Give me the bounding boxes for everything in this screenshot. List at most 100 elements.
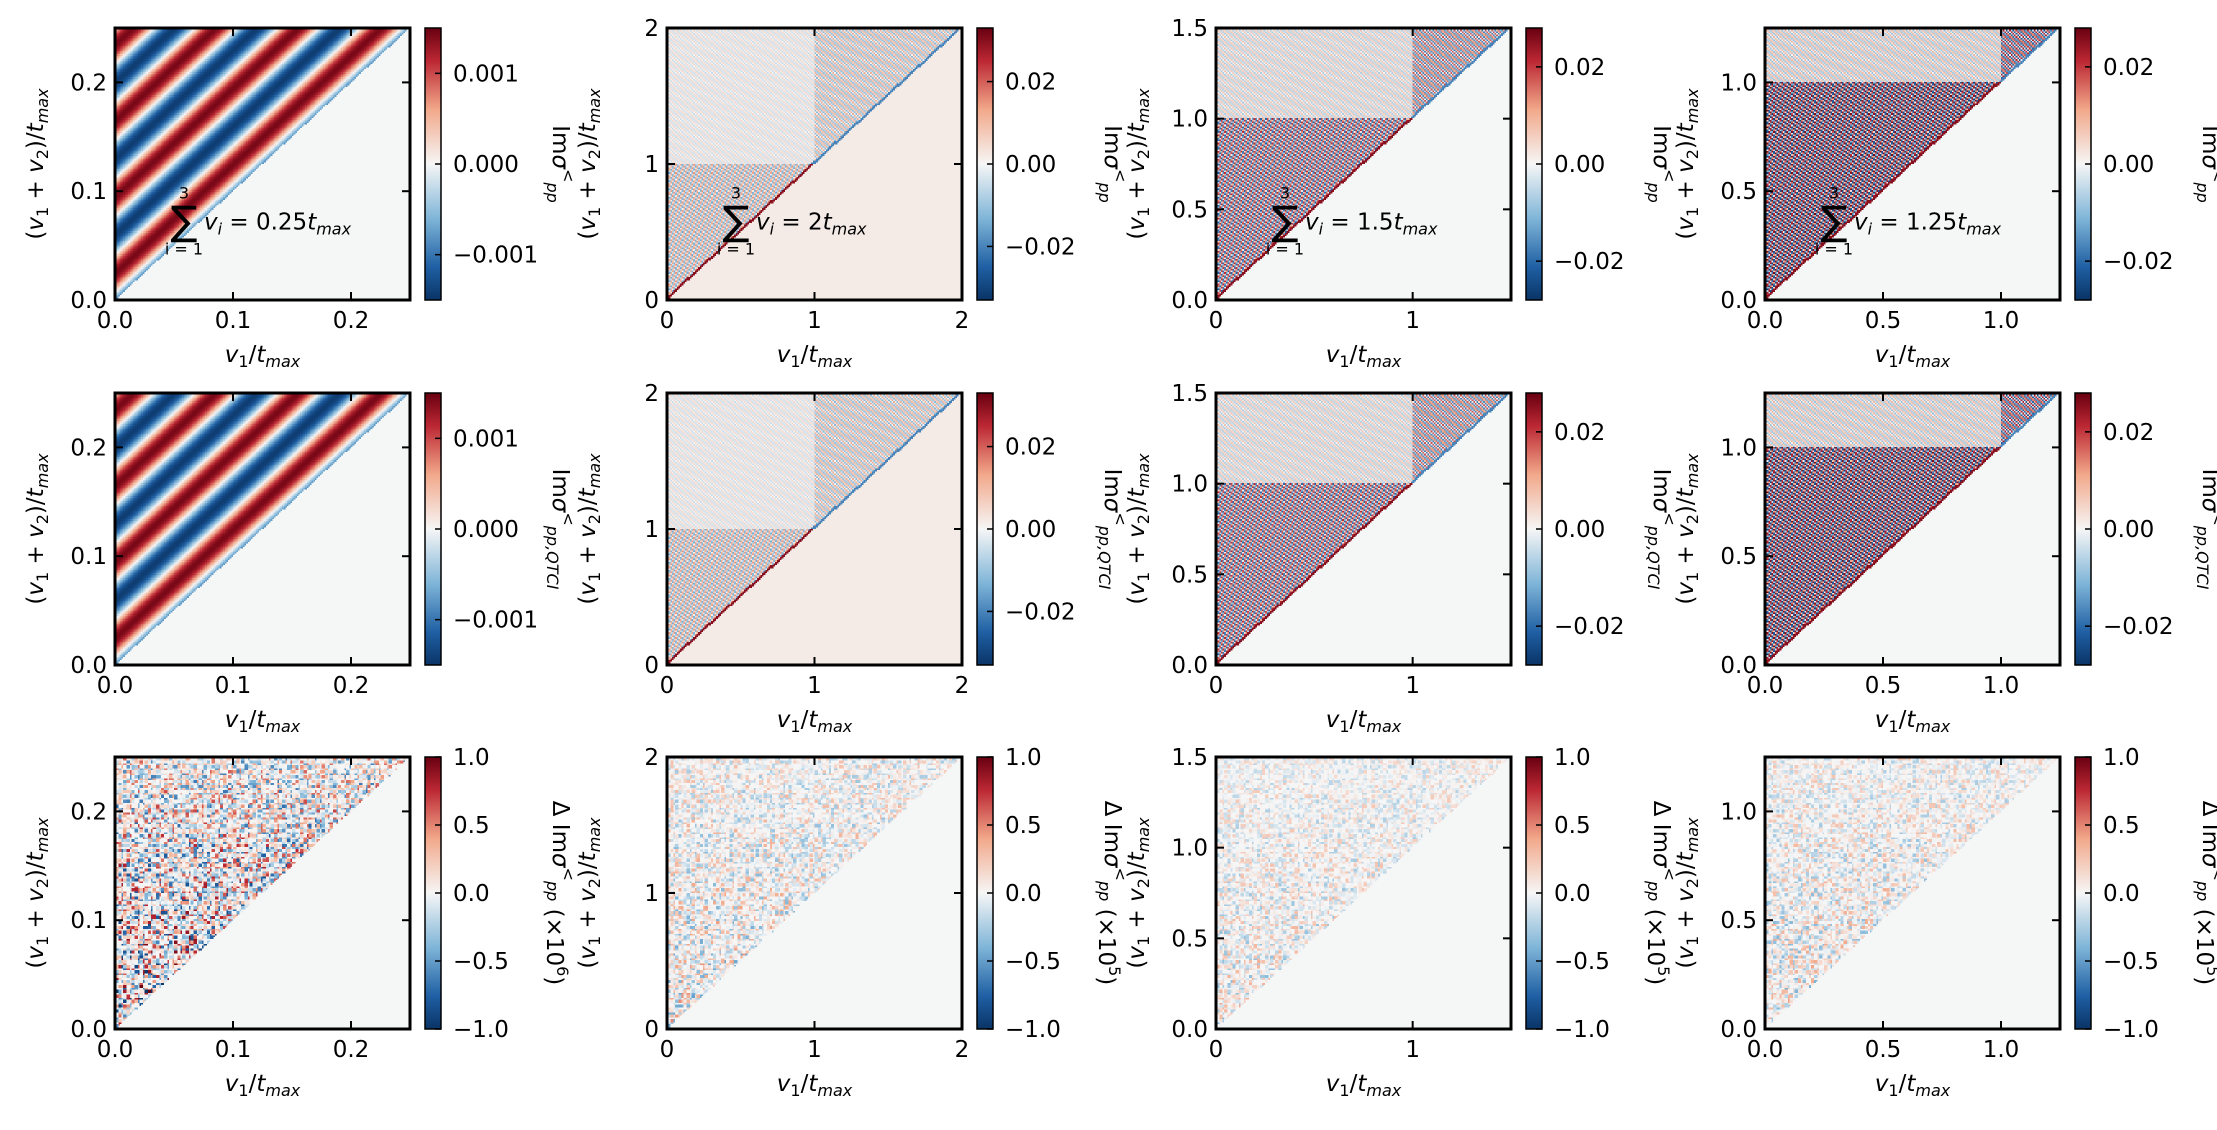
y-tick-label: 1.5 xyxy=(1171,745,1208,771)
colorbar-tick-label: −1.0 xyxy=(453,1017,509,1043)
x-tick-label: 0.5 xyxy=(1865,673,1902,699)
sum-expression: vi = 1.5tmax xyxy=(1305,210,1438,239)
heatmap-image xyxy=(1216,28,1511,300)
y-tick-label: 0.5 xyxy=(1720,179,1757,205)
panel-1-1: 0 1 2 0 1 2 v1/tmax (v1 + v2)/tmax −0.02 0.00 0.02… xyxy=(575,381,1130,736)
colorbar-label: Imσ<pp xyxy=(2193,125,2217,203)
colorbar-label: Imσ<pp xyxy=(543,125,578,203)
y-tick-label: 0.0 xyxy=(70,288,107,314)
colorbar-tick-label: −0.5 xyxy=(453,949,509,975)
y-tick-label: 1 xyxy=(644,881,659,907)
colorbar: −0.001 0.000 0.001 Imσ<pp,QTCI xyxy=(424,392,578,666)
y-tick-label: 2 xyxy=(644,745,659,771)
colorbar-tick-label: 0.02 xyxy=(1554,55,1605,81)
sum-lower-limit: i = 1 xyxy=(717,240,755,259)
y-axis-label: (v1 + v2)/tmax xyxy=(23,88,52,240)
colorbar-tick-label: −0.001 xyxy=(453,243,538,269)
x-axis-label: v1/tmax xyxy=(777,1071,853,1100)
colorbar-tick-label: −0.5 xyxy=(2103,949,2159,975)
colorbar-tick-label: 1.0 xyxy=(2103,745,2140,771)
y-tick-label: 1.0 xyxy=(1720,70,1757,96)
x-tick-label: 1 xyxy=(1405,1037,1420,1063)
colorbar-tick-label: 1.0 xyxy=(453,745,490,771)
heatmap-canvas xyxy=(1216,393,1511,665)
y-tick-label: 1.0 xyxy=(1171,107,1208,133)
colorbar: −1.0−0.50.00.51.0Δ Imσ<pp (×105) xyxy=(976,745,1130,1043)
colorbar-tick-label: 0.02 xyxy=(1005,435,1056,461)
x-tick-label: 0.0 xyxy=(1747,673,1784,699)
axes-frame xyxy=(113,391,412,667)
colorbar-label: Δ Imσ<pp (×106) xyxy=(541,801,578,986)
colorbar-tick-label: 0.02 xyxy=(2103,420,2154,446)
y-tick-label: 0.0 xyxy=(1171,653,1208,679)
axes-frame xyxy=(1763,755,2062,1031)
y-axis-label: (v1 + v2)/tmax xyxy=(23,817,52,969)
heatmap-canvas xyxy=(115,393,410,665)
sum-expression: vi = 0.25tmax xyxy=(204,210,352,239)
axes-frame xyxy=(1214,755,1513,1031)
colorbar-tick-label: 0.5 xyxy=(1554,813,1591,839)
x-axis-label: v1/tmax xyxy=(777,342,853,371)
y-tick-label: 0.0 xyxy=(1720,288,1757,314)
y-tick-label: 0.1 xyxy=(70,179,107,205)
x-tick-label: 0.5 xyxy=(1865,308,1902,334)
heatmap-image xyxy=(115,757,410,1029)
panel-2-2: 0 1 0.0 0.5 1.0 1.5 v1/tmax (v1 + v2)/tmax −1.0 −… xyxy=(1124,745,1679,1100)
x-tick-label: 1 xyxy=(807,1037,822,1063)
panel-2-3: 0.0 0.5 1.0 0.0 0.5 1.0 v1/tmax (v1 + v2)/tmax −… xyxy=(1673,745,2217,1100)
heatmap-image xyxy=(667,28,962,300)
heatmap-canvas xyxy=(1216,757,1511,1029)
y-tick-label: 0.2 xyxy=(70,70,107,96)
x-tick-label: 1 xyxy=(807,308,822,334)
x-axis-label: v1/tmax xyxy=(225,1071,301,1100)
colorbar: −1.0 −0.5 0.0 0.5 1.0 Δ Imσ<pp (×106) xyxy=(424,745,578,1043)
sum-upper-limit: 3 xyxy=(179,184,189,203)
x-tick-label: 1.0 xyxy=(1983,673,2020,699)
heatmap-canvas xyxy=(1765,757,2060,1029)
y-tick-label: 0.5 xyxy=(1171,926,1208,952)
y-axis-label: (v1 + v2)/tmax xyxy=(575,88,604,240)
colorbar-tick-label: 0.00 xyxy=(2103,152,2154,178)
y-tick-label: 0.0 xyxy=(70,653,107,679)
y-tick-label: 1.0 xyxy=(1171,472,1208,498)
sum-expression: vi = 2tmax xyxy=(756,210,867,239)
panel-0-2: 0 1 0.0 0.5 1.0 1.5 v1/tmax (v1 + v2)/tmax 3∑i =… xyxy=(1124,16,1679,371)
y-tick-label: 0.0 xyxy=(1171,288,1208,314)
colorbar-tick-label: 0.00 xyxy=(2103,517,2154,543)
axes-frame xyxy=(1214,26,1513,302)
colorbar-tick-label: 0.0 xyxy=(453,881,490,907)
x-tick-label: 0.2 xyxy=(333,308,370,334)
heatmap-image xyxy=(115,393,410,665)
x-tick-label: 0 xyxy=(1209,673,1224,699)
x-tick-label: 2 xyxy=(955,673,970,699)
colorbar-tick-label: 0.0 xyxy=(2103,881,2140,907)
y-tick-label: 0.5 xyxy=(1171,562,1208,588)
colorbar-tick-label: 0.00 xyxy=(1554,517,1605,543)
y-axis-label: (v1 + v2)/tmax xyxy=(1124,817,1153,969)
heatmap-canvas xyxy=(667,757,962,1029)
sum-symbol: ∑ xyxy=(171,199,198,245)
panel-0-1: 0 1 2 0 1 2 v1/tmax (v1 + v2)/tmax 3∑i = 1vi = 2… xyxy=(575,16,1130,371)
sum-symbol: ∑ xyxy=(1272,199,1299,245)
colorbar: −0.02 0.00 0.02 Imσ<pp xyxy=(1525,27,1679,301)
colorbar-tick-label: 0.5 xyxy=(2103,813,2140,839)
x-tick-label: 0.1 xyxy=(215,308,252,334)
y-tick-label: 0.1 xyxy=(70,544,107,570)
y-tick-label: 1 xyxy=(644,152,659,178)
colorbar-tick-label: −0.02 xyxy=(2103,614,2173,640)
colorbar-tick-label: 0.5 xyxy=(1005,813,1042,839)
sum-lower-limit: i = 1 xyxy=(165,240,203,259)
y-axis-label: (v1 + v2)/tmax xyxy=(575,817,604,969)
x-tick-label: 0.1 xyxy=(215,673,252,699)
heatmap-canvas xyxy=(667,393,962,665)
colorbar-label: Imσ<pp,QTCI xyxy=(2193,469,2217,590)
sum-annotation: 3∑i = 1vi = 1.5tmax xyxy=(1266,184,1438,259)
colorbar-tick-label: −0.02 xyxy=(1005,234,1075,260)
y-tick-label: 0.0 xyxy=(1171,1017,1208,1043)
axes-frame xyxy=(1763,26,2062,302)
heatmap-image xyxy=(1216,393,1511,665)
x-axis-label: v1/tmax xyxy=(1326,707,1402,736)
y-tick-label: 0.1 xyxy=(70,908,107,934)
